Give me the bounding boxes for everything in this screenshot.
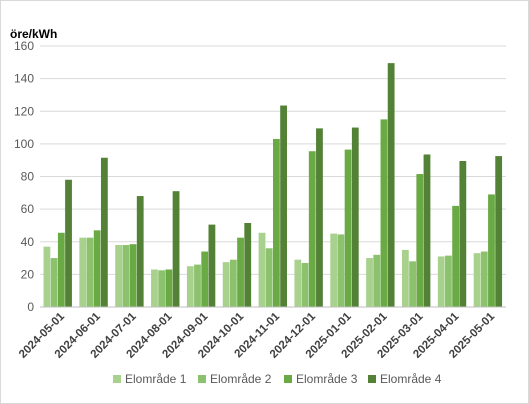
bar — [86, 237, 94, 307]
bar — [194, 264, 201, 307]
bar — [452, 205, 460, 307]
legend-swatch — [113, 375, 121, 383]
bar — [208, 224, 216, 307]
bar — [136, 196, 144, 307]
y-tick-label: 160 — [14, 39, 34, 53]
bar — [488, 194, 495, 307]
bar — [65, 179, 72, 307]
bar — [258, 232, 266, 307]
bar — [480, 251, 488, 307]
bar — [316, 128, 323, 307]
legend-label: Elområde 1 — [125, 372, 187, 386]
x-axis-ticks: 2024-05-012024-06-012024-07-012024-08-01… — [17, 310, 498, 361]
y-tick-label: 40 — [21, 235, 35, 249]
bar — [186, 266, 194, 307]
y-axis-unit-label: öre/kWh — [10, 27, 57, 41]
y-tick-label: 100 — [14, 137, 34, 151]
bar — [50, 258, 58, 307]
bar — [100, 157, 108, 307]
bars — [43, 63, 503, 308]
bar — [445, 255, 452, 307]
bar — [158, 270, 166, 307]
bar — [229, 259, 237, 307]
y-tick-label: 140 — [14, 72, 34, 86]
y-tick-label: 120 — [14, 104, 34, 118]
y-tick-label: 0 — [27, 300, 34, 314]
bar — [416, 174, 424, 307]
bar — [244, 222, 252, 307]
bar — [165, 269, 173, 307]
bar — [437, 256, 445, 307]
y-axis-ticks: 0 20 40 60 80 100 120 140 160 — [14, 39, 34, 314]
bar — [280, 105, 287, 308]
legend-item: Elområde 2 — [198, 372, 272, 386]
legend-item: Elområde 1 — [113, 372, 187, 386]
bar — [201, 251, 209, 307]
bar — [330, 233, 338, 307]
bar — [122, 245, 130, 307]
legend: Elområde 1 Elområde 2 Elområde 3 Elområde 4 — [113, 372, 442, 386]
bar — [351, 127, 359, 307]
bar — [380, 119, 388, 307]
legend-swatch — [198, 375, 206, 383]
bar — [43, 246, 51, 307]
bar — [409, 261, 416, 307]
legend-swatch — [368, 375, 376, 383]
bar — [401, 249, 409, 307]
legend-swatch — [284, 375, 292, 383]
bar — [273, 138, 280, 307]
bar — [151, 269, 158, 307]
bar — [265, 248, 273, 307]
y-tick-label: 20 — [21, 267, 35, 281]
bar — [495, 156, 503, 307]
y-tick-label: 80 — [21, 170, 35, 184]
bar — [473, 253, 481, 307]
legend-label: Elområde 4 — [380, 372, 442, 386]
bar — [373, 254, 381, 307]
bar — [423, 154, 431, 307]
bar — [115, 245, 123, 307]
bar — [387, 63, 395, 307]
legend-item: Elområde 3 — [284, 372, 358, 386]
bar — [222, 262, 230, 307]
bar — [308, 151, 316, 307]
legend-item: Elområde 4 — [368, 372, 442, 386]
bar — [57, 232, 65, 307]
bar — [129, 244, 137, 307]
bar — [294, 259, 302, 307]
bar — [93, 230, 101, 307]
bar — [459, 161, 467, 307]
bar — [366, 258, 373, 307]
bar — [172, 191, 180, 307]
y-tick-label: 60 — [21, 202, 35, 216]
legend-label: Elområde 2 — [210, 372, 272, 386]
bar — [337, 234, 345, 307]
bar — [79, 237, 87, 307]
bar — [237, 237, 244, 307]
legend-label: Elområde 3 — [296, 372, 358, 386]
bar — [344, 149, 352, 307]
bar — [301, 262, 309, 307]
